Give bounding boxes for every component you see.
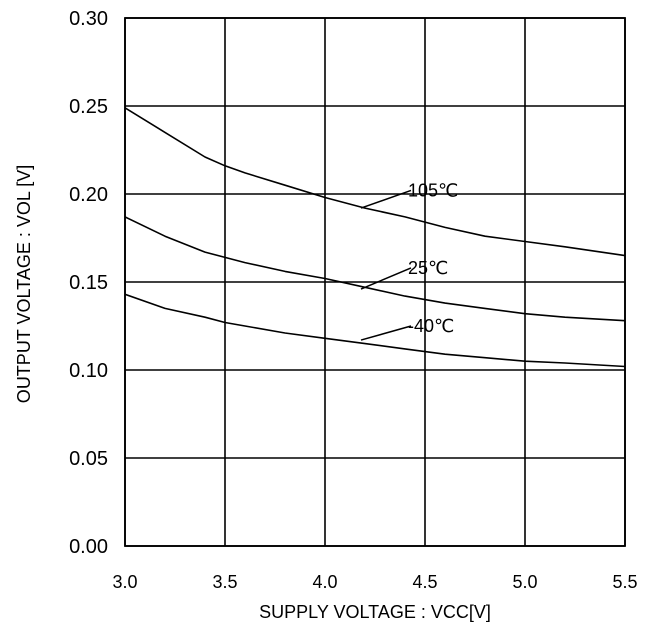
annotation-label-1: 25℃ <box>408 258 448 278</box>
annotation-label-0: 105℃ <box>408 180 458 200</box>
series-line-2 <box>124 293 626 368</box>
y-tick-label-2: 0.10 <box>69 360 108 382</box>
annotation-leader-0 <box>360 189 412 209</box>
y-tick-label-1: 0.05 <box>69 448 108 470</box>
x-tick-label-3: 4.5 <box>412 572 437 592</box>
grid <box>124 17 626 547</box>
y-tick-label-4: 0.20 <box>69 184 108 206</box>
x-tick-label-4: 5.0 <box>512 572 537 592</box>
y-axis-label: OUTPUT VOLTAGE : VOL [V] <box>14 165 34 403</box>
annotation-label-2: -40℃ <box>408 316 454 336</box>
annotation-leader-2 <box>360 325 412 341</box>
y-tick-label-0: 0.00 <box>69 536 108 558</box>
annotation-leader-1 <box>360 267 412 290</box>
annotation-leaders <box>360 189 412 341</box>
x-tick-label-2: 4.0 <box>312 572 337 592</box>
tick-labels: 3.0 3.5 4.0 4.5 5.0 5.5 0.00 0.05 0.10 0.15 0.20 0.… <box>69 8 637 592</box>
x-tick-label-5: 5.5 <box>612 572 637 592</box>
y-tick-label-5: 0.25 <box>69 96 108 118</box>
x-tick-label-1: 3.5 <box>212 572 237 592</box>
annotation-labels: 105℃ 25℃ -40℃ <box>408 180 458 336</box>
plot-frame <box>124 17 626 547</box>
series-line-1 <box>124 216 626 322</box>
x-tick-label-0: 3.0 <box>112 572 137 592</box>
series-lines <box>124 107 626 368</box>
y-tick-label-3: 0.15 <box>69 272 108 294</box>
x-axis-label: SUPPLY VOLTAGE : VCC[V] <box>259 602 491 622</box>
series-line-0 <box>124 107 626 257</box>
y-tick-label-6: 0.30 <box>69 8 108 30</box>
